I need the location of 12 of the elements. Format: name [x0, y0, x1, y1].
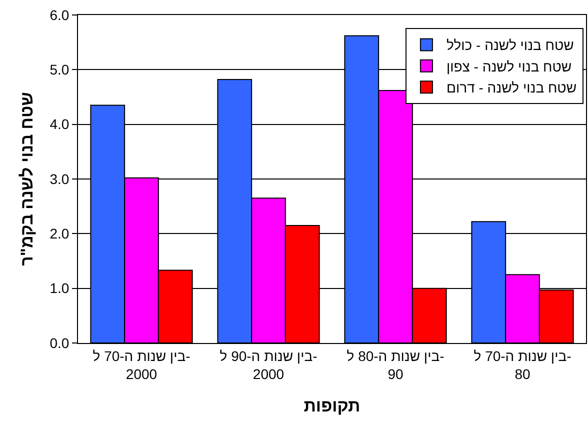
y-tick-label: 4.0 — [50, 116, 70, 132]
y-tick-label: 1.0 — [50, 280, 70, 296]
legend-label: שטח בנוי לשנה - צפון — [446, 58, 572, 74]
y-tick-label: 2.0 — [50, 226, 70, 242]
legend-label: שטח בנוי לשנה - כולל — [446, 37, 574, 54]
x-axis-title: תקופות — [304, 396, 360, 416]
y-tick-label: 3.0 — [50, 170, 70, 187]
legend-label: שטח בנוי לשנה - דרום — [446, 80, 577, 96]
y-tick-label: 0.0 — [50, 334, 70, 351]
y-axis-title: שטח בנוי לשנה בקמ"ר — [17, 92, 36, 266]
y-tick-label: 5.0 — [50, 62, 70, 78]
y-tick-label: 6.0 — [50, 6, 70, 23]
